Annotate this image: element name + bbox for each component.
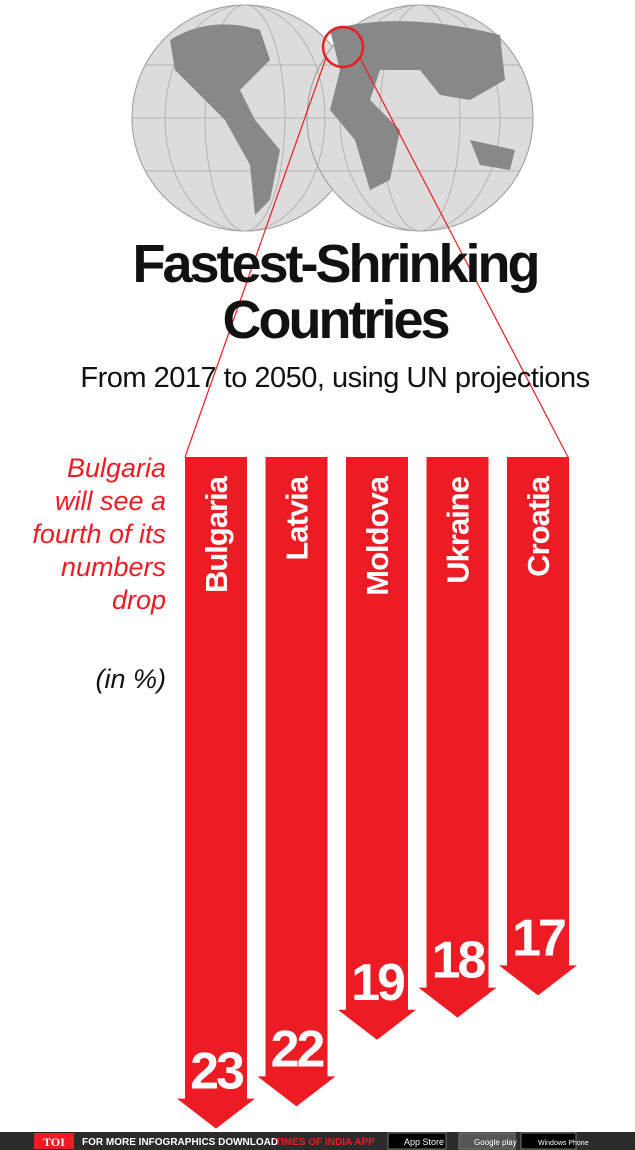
arrow-bar [257, 457, 336, 1107]
unit-note: (in %) [95, 664, 166, 694]
value-label: 17 [512, 909, 565, 967]
arrow-bar [338, 457, 416, 1040]
connector-line [184, 57, 327, 458]
category-label: Croatia [521, 475, 556, 577]
badge[interactable] [387, 1132, 447, 1150]
brand-box [34, 1133, 74, 1149]
category-label: Bulgaria [199, 475, 234, 593]
badge-text: Google play [474, 1138, 517, 1147]
value-label: 23 [190, 1043, 244, 1101]
value-label: 18 [432, 932, 486, 990]
annotation: Bulgaria will see a fourth of its number… [32, 453, 166, 615]
value-label: 22 [271, 1020, 324, 1078]
category-label: Ukraine [441, 476, 476, 583]
globe [131, 4, 534, 232]
category-label: Latvia [280, 475, 315, 560]
footer-text: FOR MORE INFOGRAPHICS DOWNLOAD [82, 1137, 278, 1148]
category-label: Moldova [360, 475, 395, 595]
badge[interactable] [458, 1132, 516, 1150]
badge-text: Windows Phone [538, 1140, 589, 1147]
arrow-bar [499, 457, 577, 996]
connector-line [359, 57, 569, 458]
chart-title: Fastest-Shrinking Countries [132, 234, 540, 350]
highlight-circle [321, 25, 365, 69]
arrow-bar [418, 457, 497, 1018]
footer-brand: TOI [43, 1135, 65, 1149]
footer-app: TIMES OF INDIA APP [275, 1137, 375, 1148]
chart-subtitle: From 2017 to 2050, using UN projections [80, 362, 590, 394]
value-label: 19 [351, 954, 404, 1012]
badge[interactable] [520, 1132, 577, 1150]
arrow-bar [177, 457, 255, 1129]
badge-text: App Store [404, 1137, 444, 1147]
